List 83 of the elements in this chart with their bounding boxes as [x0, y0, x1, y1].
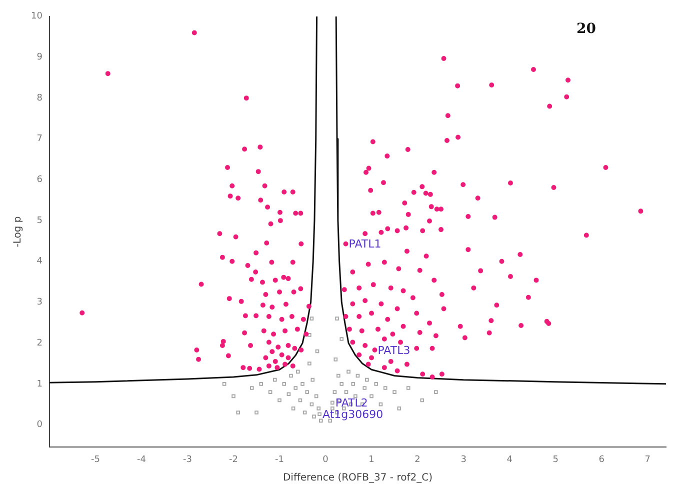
- point: [334, 357, 338, 362]
- point: [236, 410, 240, 414]
- point: [232, 394, 236, 398]
- point: [336, 374, 340, 378]
- point: [310, 378, 315, 382]
- y-tick-label: 1: [36, 379, 42, 390]
- point: [319, 418, 323, 423]
- y-tick-label: 8: [36, 93, 43, 104]
- point: [370, 394, 374, 398]
- point: [282, 382, 286, 386]
- x-tick-label: -1: [275, 454, 284, 465]
- point: [420, 398, 424, 402]
- point: [351, 382, 356, 386]
- point: [330, 400, 334, 405]
- point: [278, 398, 282, 402]
- point: [335, 316, 339, 320]
- point: [308, 332, 312, 337]
- point: [332, 390, 337, 394]
- y-tick-label: 3: [36, 298, 42, 308]
- y-axis-title: -Log p: [12, 216, 24, 248]
- point: [383, 386, 388, 390]
- point: [314, 394, 318, 398]
- annotation: PATL3: [378, 344, 410, 357]
- x-tick-label: 4: [506, 454, 513, 465]
- point: [374, 382, 378, 386]
- point: [406, 386, 410, 390]
- point: [365, 378, 369, 382]
- point: [268, 390, 272, 394]
- point: [308, 362, 312, 366]
- annotation: PATL1: [348, 238, 382, 251]
- y-tick-label: 6: [36, 175, 43, 186]
- annotation: 20: [576, 21, 596, 38]
- point: [222, 382, 226, 386]
- point: [291, 406, 296, 410]
- x-tick-label: 6: [598, 454, 605, 465]
- point: [272, 378, 277, 382]
- y-tick-label: 4: [36, 256, 43, 267]
- x-tick-label: -5: [90, 454, 100, 465]
- point: [344, 390, 348, 394]
- point: [300, 382, 304, 386]
- point: [362, 386, 367, 390]
- x-axis-title: Difference (ROFB_37 - rof2_C): [282, 472, 433, 484]
- point: [298, 398, 302, 402]
- y-tick-label: 5: [36, 216, 42, 226]
- y-tick-label: 10: [31, 12, 43, 22]
- x-tick-label: 0: [322, 454, 329, 465]
- point: [340, 337, 344, 341]
- x-tick-label: 2: [414, 454, 420, 465]
- x-tick-label: 3: [460, 454, 466, 465]
- point: [346, 370, 350, 374]
- point: [294, 386, 298, 390]
- point: [310, 402, 314, 406]
- annotation: At1g30690: [322, 408, 384, 421]
- x-tick-label: -2: [229, 454, 238, 465]
- point: [286, 392, 291, 396]
- point: [302, 410, 307, 414]
- point: [310, 316, 314, 320]
- x-tick-label: 5: [552, 454, 558, 465]
- point: [434, 390, 438, 394]
- x-tick-label: -4: [136, 454, 146, 465]
- point: [315, 349, 320, 354]
- point: [254, 410, 258, 414]
- x-tick-label: 7: [644, 454, 650, 465]
- point: [316, 406, 321, 410]
- point: [305, 390, 310, 394]
- point: [296, 370, 300, 374]
- y-tick-label: 2: [36, 338, 42, 348]
- point: [378, 402, 383, 406]
- point: [312, 414, 316, 418]
- point: [356, 374, 360, 378]
- point: [392, 390, 396, 394]
- x-tick-label: 1: [368, 454, 374, 465]
- y-tick-label: 9: [36, 52, 43, 63]
- point: [289, 374, 293, 378]
- point: [259, 382, 264, 386]
- annotation: PATL2: [335, 396, 368, 410]
- y-tick-label: 0: [36, 420, 43, 430]
- point: [250, 386, 254, 390]
- y-tick-label: 7: [36, 134, 42, 144]
- point: [340, 382, 344, 386]
- point: [397, 406, 402, 410]
- point: [318, 412, 322, 416]
- x-tick-label: -3: [182, 454, 192, 465]
